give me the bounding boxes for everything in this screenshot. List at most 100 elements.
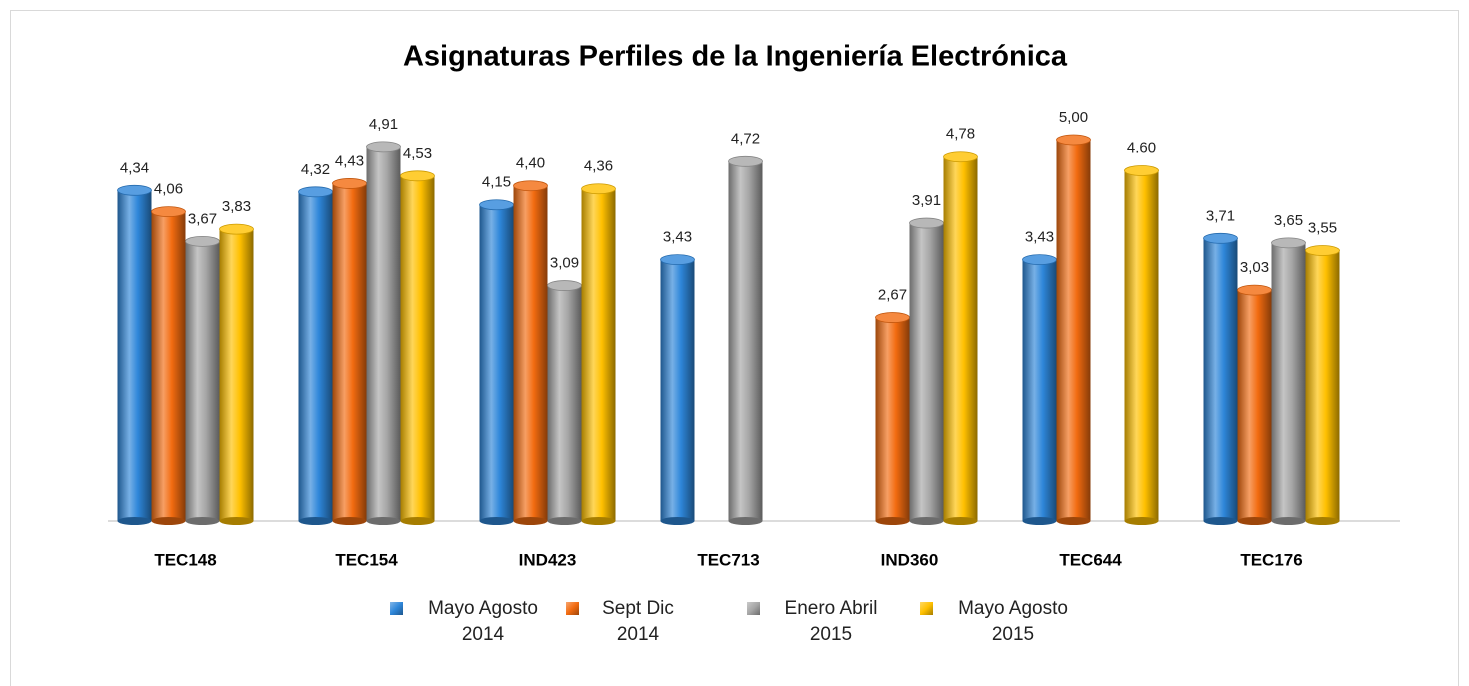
bar [332, 178, 367, 525]
bar-cap [1022, 254, 1057, 266]
legend-item: Sept Dic 2014 [566, 596, 687, 648]
data-label: 4,34 [120, 159, 149, 176]
bar-body [1203, 238, 1238, 521]
bar-cap [1124, 165, 1159, 176]
legend-swatch [920, 602, 933, 615]
bar [366, 141, 401, 525]
bar [875, 312, 910, 525]
x-tick-label: TEC713 [697, 550, 759, 569]
legend-label: Enero Abril 2015 [784, 598, 878, 645]
bar-cap [909, 217, 944, 229]
bar-cap [1203, 232, 1238, 244]
legend-item: Enero Abril 2015 [747, 596, 892, 648]
data-label: 3,43 [1025, 229, 1054, 246]
legend-swatch [390, 602, 403, 615]
data-label: 3,55 [1308, 219, 1337, 236]
bar-base [875, 517, 910, 525]
bar-base [1237, 517, 1272, 525]
bar-body [1056, 140, 1091, 521]
bar-base [1305, 517, 1340, 525]
bar-body [943, 156, 978, 522]
bar [1124, 165, 1159, 525]
x-tick-label: IND360 [881, 550, 939, 569]
bar-base [1271, 517, 1306, 525]
bar-base [479, 517, 514, 525]
bar-body [298, 191, 333, 522]
data-label: 4,53 [403, 145, 432, 162]
data-label: 4,36 [584, 158, 613, 175]
bar-cap [581, 183, 616, 195]
data-label: 4,06 [154, 181, 183, 198]
bar [1056, 134, 1091, 525]
x-tick-label: IND423 [519, 550, 577, 569]
bar-base [117, 517, 152, 525]
legend-item: Mayo Agosto 2015 [920, 596, 1083, 648]
data-label: 4,72 [731, 130, 760, 147]
bar [728, 155, 763, 525]
bar-body [909, 223, 944, 522]
bar-body [400, 175, 435, 521]
bar-cap [332, 178, 367, 189]
bar [513, 180, 548, 525]
bar-cap [1056, 134, 1091, 146]
data-label: 4,32 [301, 161, 330, 178]
bar-base [332, 517, 367, 525]
bar-base [547, 517, 582, 525]
bar-base [909, 517, 944, 525]
x-tick-label: TEC148 [154, 550, 216, 569]
data-label: 3,71 [1206, 207, 1235, 224]
bar [1305, 245, 1340, 525]
bar-body [1124, 170, 1159, 522]
data-label: 3,03 [1240, 259, 1269, 276]
bar [909, 217, 944, 525]
legend-swatch [566, 602, 579, 615]
bar-base [728, 517, 763, 525]
bar-base [400, 517, 435, 525]
bar-cap [943, 151, 978, 163]
bar-body [1305, 250, 1340, 522]
data-label: 4,40 [516, 155, 545, 172]
bar [660, 254, 695, 525]
bar-body [581, 188, 616, 521]
data-label: 3,43 [663, 229, 692, 246]
bar-cap [185, 235, 220, 247]
bar-cap [400, 170, 435, 182]
bar [185, 235, 220, 525]
data-label: 4,91 [369, 116, 398, 133]
bar-cap [547, 280, 582, 291]
legend-label: Mayo Agosto 2015 [958, 598, 1068, 645]
bar-cap [117, 184, 152, 196]
bar-cap [1305, 245, 1340, 256]
data-label: 4.60 [1127, 139, 1156, 156]
bar-base [185, 517, 220, 525]
bar-body [366, 146, 401, 521]
bar-body [728, 161, 763, 521]
bar-base [581, 517, 616, 525]
legend-item: Mayo Agosto 2014 [390, 596, 553, 648]
bar [400, 170, 435, 525]
bar-base [151, 517, 186, 525]
legend-label: Sept Dic 2014 [602, 598, 674, 645]
bar [1203, 232, 1238, 525]
bar-base [298, 517, 333, 525]
x-tick-label: TEC176 [1240, 550, 1302, 569]
bar-body [479, 204, 514, 521]
bar-cap [151, 206, 186, 218]
bar [581, 183, 616, 525]
bar-base [1056, 517, 1091, 525]
bar-body [1237, 290, 1272, 521]
bar-base [1124, 517, 1159, 525]
bar-cap [513, 180, 548, 192]
bar [1237, 284, 1272, 525]
bar [1022, 254, 1057, 525]
bar-cap [1271, 237, 1306, 249]
bar-body [1022, 259, 1057, 521]
data-label: 4,43 [335, 152, 364, 169]
bar-body [875, 317, 910, 521]
bar-body [185, 241, 220, 521]
data-label: 5,00 [1059, 109, 1088, 126]
bar [943, 151, 978, 525]
chart-title: Asignaturas Perfiles de la Ingeniería El… [403, 41, 1068, 73]
